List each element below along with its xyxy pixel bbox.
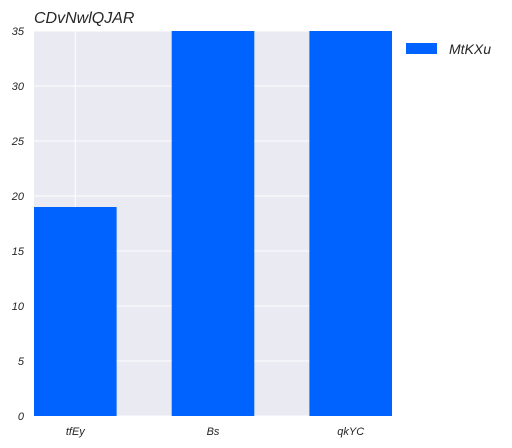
y-axis: 0 5 10 15 20 25 30 35 [11,26,25,423]
legend-swatch [406,43,437,54]
x-tick-label: Bs [207,426,220,438]
chart-title: CDvNwlQJAR [34,10,135,27]
bars [34,31,392,416]
y-tick-label: 10 [12,301,25,313]
y-tick-label: 15 [12,246,25,258]
y-tick-label: 25 [11,136,25,148]
x-tick-label: tfEy [66,426,86,438]
x-axis: tfEy Bs qkYC [66,426,364,438]
x-tick-label: qkYC [337,426,364,438]
y-tick-label: 20 [11,191,25,203]
bar-qkYC [309,31,392,416]
legend-label: MtKXu [449,41,491,57]
y-tick-label: 30 [12,81,25,93]
y-tick-label: 0 [18,411,25,423]
y-tick-label: 35 [12,26,25,38]
legend: MtKXu [406,41,491,57]
bar-Bs [171,31,255,416]
y-tick-label: 5 [18,356,25,368]
bar-tfEy [34,207,117,416]
